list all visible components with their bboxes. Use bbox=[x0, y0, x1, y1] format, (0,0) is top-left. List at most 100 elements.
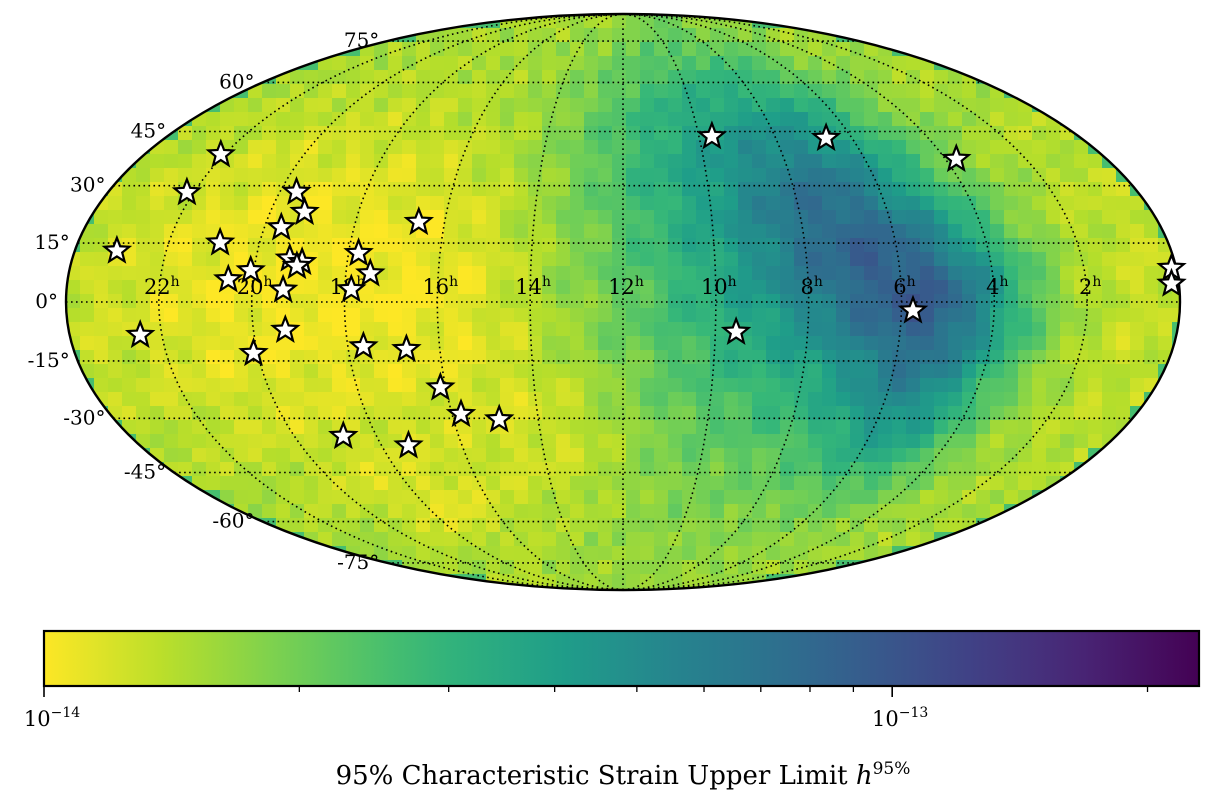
heatmap-cell bbox=[514, 42, 529, 57]
heatmap-cell bbox=[486, 546, 501, 561]
heatmap-cell bbox=[388, 322, 403, 337]
heatmap-cell bbox=[794, 224, 809, 239]
heatmap-cell bbox=[1158, 532, 1173, 547]
heatmap-cell bbox=[430, 154, 445, 169]
heatmap-cell bbox=[1004, 210, 1019, 225]
heatmap-cell bbox=[304, 420, 319, 435]
heatmap-cell bbox=[486, 378, 501, 393]
heatmap-cell bbox=[878, 294, 893, 309]
heatmap-cell bbox=[696, 448, 711, 463]
heatmap-cell bbox=[1158, 42, 1173, 57]
heatmap-cell bbox=[976, 308, 991, 323]
heatmap-cell bbox=[164, 280, 179, 295]
heatmap-cell bbox=[1116, 504, 1131, 519]
heatmap-cell bbox=[934, 350, 949, 365]
heatmap-cell bbox=[374, 14, 389, 29]
heatmap-cell bbox=[318, 266, 333, 281]
heatmap-cell bbox=[500, 98, 515, 113]
heatmap-cell bbox=[1046, 406, 1061, 421]
heatmap-cell bbox=[808, 518, 823, 533]
heatmap-cell bbox=[780, 112, 795, 127]
heatmap-cell bbox=[752, 56, 767, 71]
heatmap-cell bbox=[66, 196, 81, 211]
heatmap-cell bbox=[332, 280, 347, 295]
heatmap-cell bbox=[94, 518, 109, 533]
heatmap-cell bbox=[598, 392, 613, 407]
heatmap-cell bbox=[1102, 196, 1117, 211]
heatmap-cell bbox=[962, 14, 977, 29]
heatmap-cell bbox=[654, 476, 669, 491]
heatmap-cell bbox=[822, 462, 837, 477]
heatmap-cell bbox=[752, 462, 767, 477]
heatmap-cell bbox=[80, 280, 95, 295]
heatmap-cell bbox=[584, 532, 599, 547]
heatmap-cell bbox=[332, 350, 347, 365]
heatmap-cell bbox=[990, 364, 1005, 379]
heatmap-cell bbox=[696, 504, 711, 519]
heatmap-cell bbox=[318, 140, 333, 155]
heatmap-cell bbox=[346, 406, 361, 421]
heatmap-cell bbox=[108, 588, 123, 590]
heatmap-cell bbox=[850, 210, 865, 225]
heatmap-cell bbox=[192, 546, 207, 561]
heatmap-cell bbox=[948, 308, 963, 323]
heatmap-cell bbox=[1018, 392, 1033, 407]
heatmap-cell bbox=[1060, 252, 1075, 267]
heatmap-cell bbox=[1060, 168, 1075, 183]
heatmap-cell bbox=[822, 182, 837, 197]
heatmap-cell bbox=[808, 448, 823, 463]
heatmap-cell bbox=[1172, 140, 1180, 155]
heatmap-cell bbox=[94, 70, 109, 85]
heatmap-cell bbox=[934, 546, 949, 561]
heatmap-cell bbox=[430, 574, 445, 589]
heatmap-cell bbox=[304, 574, 319, 589]
heatmap-cell bbox=[780, 588, 795, 590]
heatmap-cell bbox=[1032, 364, 1047, 379]
heatmap-cell bbox=[780, 280, 795, 295]
heatmap-cell bbox=[612, 196, 627, 211]
heatmap-cell bbox=[500, 224, 515, 239]
heatmap-cell bbox=[640, 168, 655, 183]
heatmap-cell bbox=[416, 406, 431, 421]
heatmap-cell bbox=[164, 574, 179, 589]
heatmap-cell bbox=[472, 56, 487, 71]
heatmap-cell bbox=[766, 196, 781, 211]
heatmap-cell bbox=[108, 196, 123, 211]
heatmap-cell bbox=[220, 364, 235, 379]
heatmap-cell bbox=[878, 280, 893, 295]
heatmap-cell bbox=[892, 574, 907, 589]
heatmap-cell bbox=[430, 322, 445, 337]
heatmap-cell bbox=[710, 518, 725, 533]
heatmap-cell bbox=[738, 140, 753, 155]
heatmap-cell bbox=[1144, 504, 1159, 519]
heatmap-cell bbox=[920, 28, 935, 43]
heatmap-cell bbox=[822, 364, 837, 379]
heatmap-cell bbox=[122, 56, 137, 71]
heatmap-cell bbox=[332, 56, 347, 71]
heatmap-cell bbox=[500, 322, 515, 337]
heatmap-cell bbox=[402, 546, 417, 561]
heatmap-cell bbox=[682, 280, 697, 295]
heatmap-cell bbox=[1116, 406, 1131, 421]
heatmap-cell bbox=[108, 42, 123, 57]
heatmap-cell bbox=[150, 336, 165, 351]
heatmap-cell bbox=[80, 126, 95, 141]
heatmap-cell bbox=[1046, 210, 1061, 225]
heatmap-cell bbox=[878, 532, 893, 547]
heatmap-cell bbox=[318, 168, 333, 183]
heatmap-cell bbox=[220, 252, 235, 267]
ra-gridline bbox=[157, 14, 624, 590]
heatmap-cell bbox=[94, 434, 109, 449]
heatmap-cell bbox=[248, 560, 263, 575]
heatmap-cell bbox=[416, 112, 431, 127]
heatmap-cell bbox=[178, 224, 193, 239]
heatmap-cell bbox=[836, 518, 851, 533]
heatmap-cell bbox=[178, 42, 193, 57]
heatmap-cell bbox=[654, 336, 669, 351]
heatmap-cell bbox=[290, 378, 305, 393]
heatmap-cell bbox=[892, 70, 907, 85]
heatmap-cell bbox=[850, 588, 865, 590]
heatmap-cell bbox=[472, 70, 487, 85]
heatmap-cell bbox=[444, 588, 459, 590]
heatmap-cell bbox=[1130, 84, 1145, 99]
